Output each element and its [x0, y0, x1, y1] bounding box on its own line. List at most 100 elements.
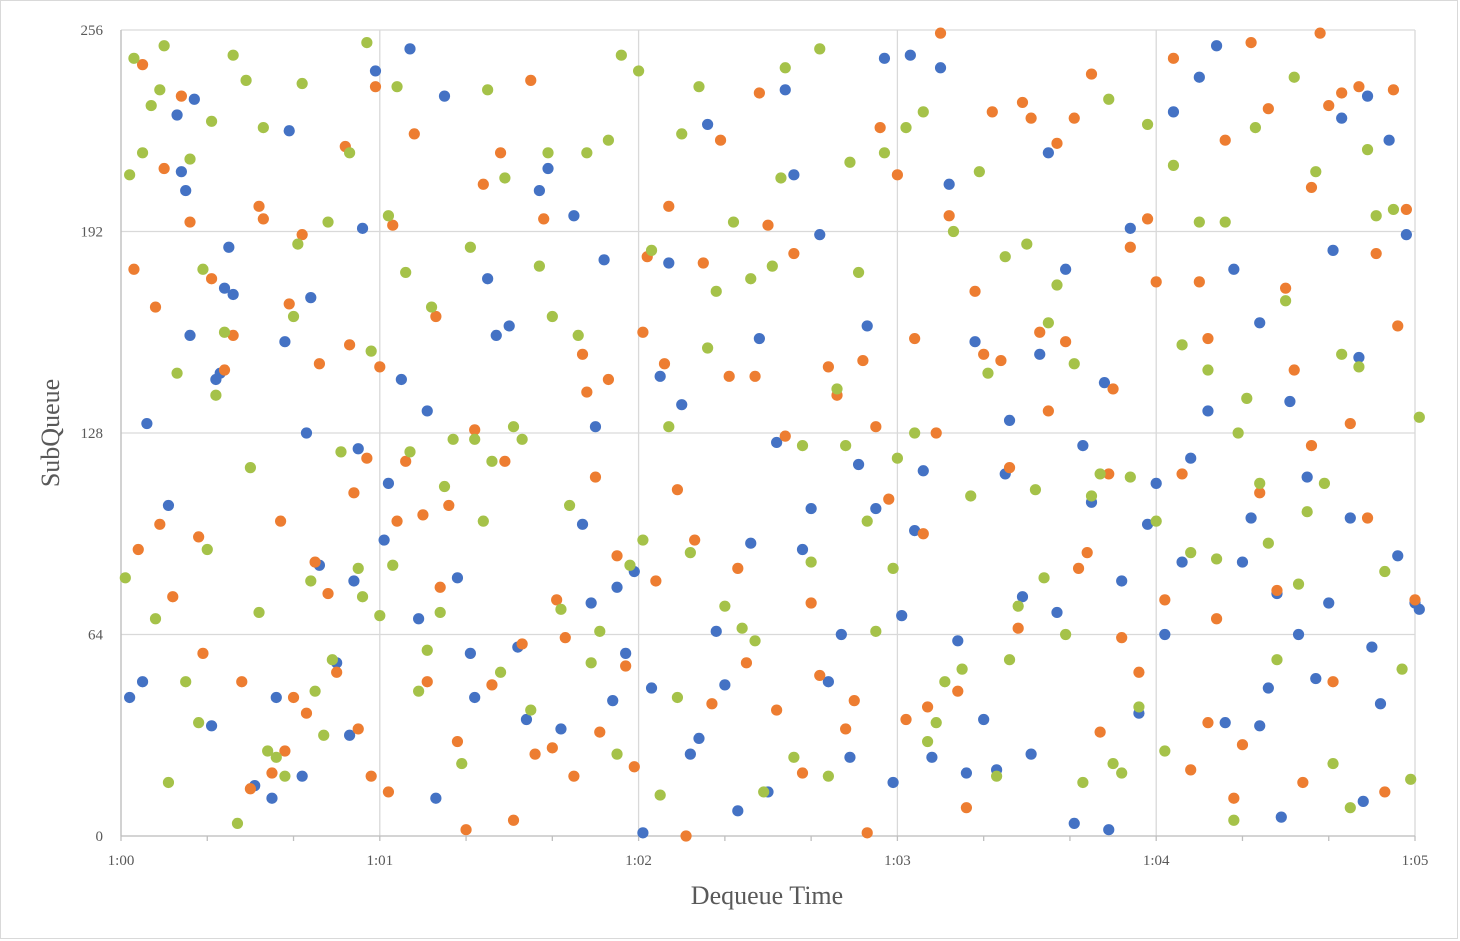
- scatter-point: [1280, 282, 1292, 294]
- scatter-point: [594, 625, 606, 637]
- scatter-point: [175, 166, 187, 178]
- scatter-point: [581, 386, 593, 398]
- scatter-point: [180, 676, 192, 688]
- scatter-point: [218, 282, 231, 294]
- scatter-point: [205, 720, 218, 732]
- scatter-point: [917, 106, 929, 118]
- scatter-point: [1232, 427, 1244, 439]
- scatter-point: [171, 367, 183, 379]
- scatter-point: [1124, 241, 1136, 253]
- scatter-point: [464, 241, 476, 253]
- scatter-point: [1141, 518, 1154, 530]
- scatter-point: [702, 342, 714, 354]
- scatter-point: [197, 263, 209, 275]
- scatter-point: [1021, 238, 1033, 250]
- scatter-point: [1072, 562, 1085, 574]
- scatter-point: [852, 266, 865, 279]
- scatter-point: [400, 455, 412, 467]
- scatter-point: [766, 260, 778, 272]
- scatter-point: [296, 770, 308, 782]
- tick-labels: 1:00 1:01 1:02 1:03 1:04 1:05 0 64 128 192 256: [81, 23, 1429, 869]
- scatter-point: [1077, 439, 1089, 452]
- scatter-point: [1318, 477, 1331, 489]
- scatter-point: [594, 726, 606, 738]
- scatter-point: [589, 421, 602, 433]
- scatter-point: [266, 792, 278, 804]
- scatter-point: [732, 805, 744, 817]
- scatter-point: [740, 657, 753, 669]
- scatter-point: [158, 40, 170, 52]
- scatter-point: [870, 421, 882, 433]
- scatter-point: [1271, 654, 1283, 666]
- scatter-point: [589, 471, 602, 483]
- scatter-point: [1288, 71, 1300, 83]
- scatter-point: [926, 751, 938, 763]
- scatter-point: [1012, 600, 1024, 612]
- scatter-point: [469, 433, 481, 445]
- scatter-point: [719, 679, 731, 691]
- scatter-point: [257, 122, 269, 134]
- scatter-point: [835, 628, 847, 641]
- scatter-point: [1400, 203, 1412, 216]
- scatter-point: [654, 789, 666, 801]
- scatter-point: [318, 729, 330, 741]
- scatter-point: [490, 329, 502, 341]
- scatter-point: [279, 745, 291, 757]
- scatter-point: [218, 326, 231, 338]
- x-tick-label: 1:02: [625, 853, 652, 869]
- scatter-point: [1150, 477, 1162, 489]
- scatter-point: [344, 147, 356, 159]
- scatter-point: [706, 698, 718, 710]
- scatter-point: [1210, 40, 1223, 52]
- scatter-point: [124, 691, 136, 704]
- scatter-point: [637, 827, 649, 839]
- scatter-point: [430, 310, 442, 323]
- scatter-point: [598, 254, 610, 266]
- scatter-point: [615, 49, 627, 61]
- scatter-point: [861, 320, 873, 332]
- scatter-point: [822, 361, 834, 373]
- scatter-point: [1107, 757, 1119, 770]
- scatter-point: [1379, 786, 1391, 798]
- scatter-point: [995, 354, 1007, 367]
- scatter-point: [844, 751, 856, 763]
- scatter-point: [270, 691, 282, 704]
- gridlines: [120, 29, 1416, 837]
- scatter-point: [883, 493, 895, 505]
- scatter-point: [141, 417, 153, 430]
- scatter-point: [1357, 795, 1369, 807]
- scatter-point: [585, 597, 597, 609]
- scatter-point: [425, 301, 438, 313]
- scatter-point: [1245, 512, 1257, 524]
- scatter-point: [676, 128, 688, 140]
- scatter-point: [749, 370, 761, 382]
- scatter-point: [344, 729, 356, 741]
- scatter-point: [1379, 565, 1391, 578]
- y-tick-label: 128: [81, 426, 104, 442]
- scatter-point: [1370, 210, 1382, 222]
- scatter-point: [283, 125, 295, 137]
- scatter-point: [227, 329, 239, 341]
- scatter-point: [1353, 351, 1365, 364]
- scatter-point: [529, 748, 541, 760]
- scatter-point: [1344, 417, 1356, 430]
- scatter-point: [451, 572, 464, 584]
- scatter-point: [1353, 81, 1365, 93]
- scatter-point: [525, 704, 537, 716]
- scatter-point: [1374, 698, 1387, 710]
- scatter-point: [266, 767, 278, 779]
- scatter-point: [861, 515, 873, 527]
- scatter-point: [1323, 597, 1335, 609]
- scatter-point: [1116, 767, 1128, 779]
- scatter-point: [930, 427, 942, 439]
- scatter-point: [831, 383, 843, 395]
- scatter-point: [201, 543, 213, 556]
- scatter-point: [1336, 348, 1348, 360]
- scatter-point: [736, 622, 748, 634]
- x-tick-label: 1:05: [1402, 853, 1429, 869]
- scatter-point: [771, 436, 783, 449]
- scatter-point: [650, 575, 662, 587]
- scatter-point: [1133, 666, 1145, 678]
- scatter-point: [645, 682, 658, 694]
- scatter-point: [283, 298, 295, 310]
